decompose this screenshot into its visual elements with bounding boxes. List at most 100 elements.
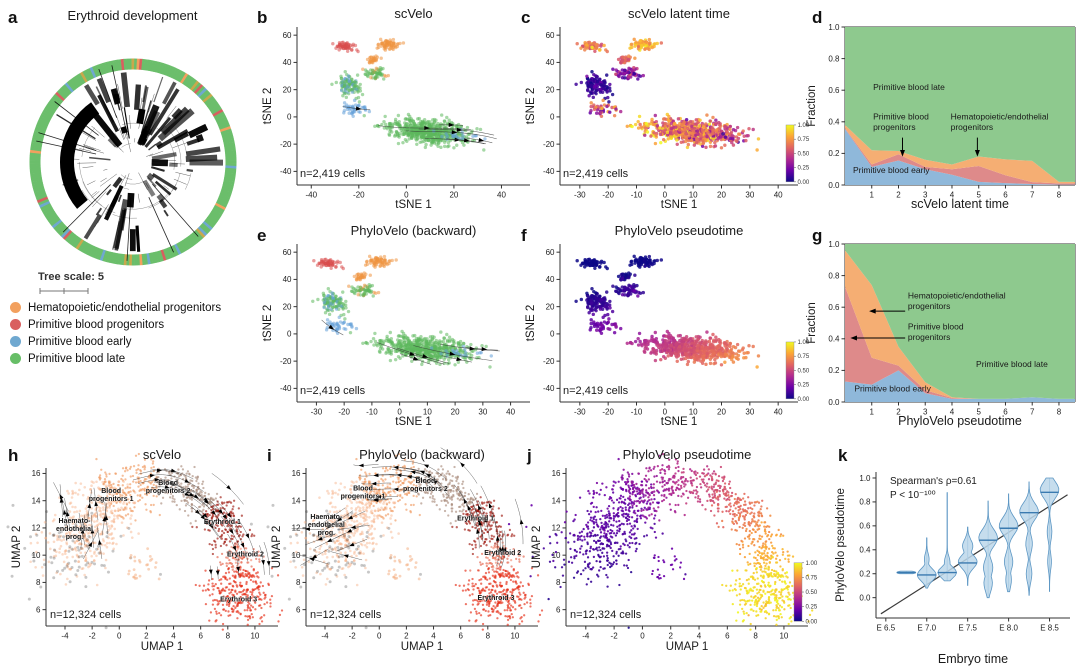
svg-text:20: 20 (283, 85, 292, 94)
svg-text:20: 20 (546, 85, 555, 94)
panel-letter-e: e (257, 226, 267, 245)
xlabel-k: Embryo time (937, 652, 1009, 666)
xlabel-h: UMAP 1 (140, 641, 184, 653)
ncells-j: n=12,324 cells (570, 609, 642, 621)
ylabel-k: PhyloVelo pseudotime (835, 488, 847, 602)
svg-text:0: 0 (287, 330, 292, 339)
svg-text:0.75: 0.75 (798, 354, 810, 360)
svg-text:0.25: 0.25 (798, 383, 810, 389)
legend-dot-early (10, 336, 21, 347)
svg-text:14: 14 (32, 496, 41, 505)
ncells-c: n=2,419 cells (563, 168, 629, 180)
svg-text:40: 40 (546, 275, 555, 284)
svg-text:60: 60 (283, 248, 292, 257)
panel-letter-g: g (812, 226, 823, 245)
svg-text:0: 0 (117, 632, 122, 641)
svg-text:0.4: 0.4 (828, 335, 840, 344)
legend-item: Primitive blood late (10, 350, 221, 367)
svg-text:Primitive blood late: Primitive blood late (873, 82, 945, 92)
svg-text:40: 40 (283, 275, 292, 284)
ylabel-b: tSNE 2 (262, 87, 274, 125)
svg-text:-40: -40 (543, 384, 555, 393)
svg-text:Primitive blood: Primitive blood (873, 111, 929, 121)
svg-text:20: 20 (546, 302, 555, 311)
svg-text:Primitive blood early: Primitive blood early (854, 384, 931, 394)
svg-text:Primitive blood late: Primitive blood late (976, 359, 1048, 369)
svg-text:8: 8 (226, 632, 231, 641)
xlabel-b: tSNE 1 (395, 199, 432, 211)
xlabel-j: UMAP 1 (665, 641, 709, 653)
svg-text:-20: -20 (543, 140, 555, 149)
svg-text:0.00: 0.00 (798, 397, 810, 403)
legend-label: Hematopoietic/endothelial progenitors (28, 301, 222, 314)
ylabel-i: UMAP 2 (271, 525, 283, 569)
tree-scale-bar (39, 288, 89, 294)
svg-text:4: 4 (171, 632, 176, 641)
svg-text:0.75: 0.75 (798, 137, 810, 143)
title-i: PhyloVelo (backward) (359, 447, 485, 462)
svg-text:0.0: 0.0 (828, 398, 840, 407)
ylabel-d: Fraction (806, 85, 818, 127)
ylabel-g: Fraction (806, 302, 818, 344)
svg-text:40: 40 (283, 58, 292, 67)
svg-text:-20: -20 (280, 357, 292, 366)
svg-text:-20: -20 (280, 140, 292, 149)
svg-text:6: 6 (36, 605, 41, 614)
title-f: PhyloVelo pseudotime (614, 223, 744, 238)
phylogenetic-tree (29, 58, 237, 266)
ylabel-f: tSNE 2 (525, 304, 537, 342)
svg-text:0.8: 0.8 (828, 54, 840, 63)
svg-text:1.0: 1.0 (828, 23, 840, 32)
svg-text:0.25: 0.25 (798, 166, 810, 172)
panel-letter-k: k (838, 446, 848, 465)
spearman-stat: Spearman's ρ=0.61 (890, 476, 977, 487)
xlabel-f: tSNE 1 (660, 416, 698, 428)
svg-text:0.50: 0.50 (798, 151, 810, 157)
title-h: scVelo (142, 447, 182, 462)
svg-text:1.0: 1.0 (828, 240, 840, 249)
panel-letter-c: c (521, 8, 531, 27)
panel-letter-h: h (8, 446, 19, 465)
ylabel-c: tSNE 2 (525, 87, 537, 125)
legend-label: Primitive blood early (28, 335, 132, 348)
xlabel-e: tSNE 1 (395, 416, 432, 428)
svg-text:0: 0 (404, 191, 409, 200)
svg-text:0.50: 0.50 (798, 368, 810, 374)
svg-text:16: 16 (32, 469, 41, 478)
svg-text:2: 2 (144, 632, 149, 641)
tree-scale-label: Tree scale: 5 (38, 271, 105, 283)
xlabel-c: tSNE 1 (660, 199, 698, 211)
svg-text:60: 60 (283, 31, 292, 40)
ylabel-j: UMAP 2 (531, 525, 543, 569)
svg-text:Primitive blood early: Primitive blood early (853, 165, 930, 175)
legend-dot-late (10, 353, 21, 364)
panel-letter-b: b (257, 8, 268, 27)
panel-c-scvelo-latent-time: -30 -20 -10 0 10 20 30 40-40-2002040601.000.750… (543, 27, 810, 200)
svg-text:progenitors: progenitors (951, 122, 994, 132)
svg-text:-40: -40 (305, 191, 317, 200)
svg-text:Hematopoietic/endothelial: Hematopoietic/endothelial (951, 111, 1049, 121)
panel-g-fraction-pseudotime: 1 2 3 4 5 6 7 80.00.20.40.60.81.0Hematopoietic/… (828, 240, 1076, 417)
svg-text:40: 40 (546, 58, 555, 67)
pvalue-stat: P < 10⁻¹⁰⁰ (890, 490, 936, 501)
ylabel-h: UMAP 2 (11, 525, 23, 569)
svg-text:-40: -40 (280, 167, 292, 176)
svg-text:-2: -2 (89, 632, 97, 641)
svg-text:0.0: 0.0 (828, 181, 840, 190)
svg-text:0.6: 0.6 (828, 86, 840, 95)
ncells-b: n=2,419 cells (300, 168, 366, 180)
svg-text:6: 6 (198, 632, 203, 641)
legend-dot-hematopoietic (10, 302, 21, 313)
ncells-h: n=12,324 cells (50, 609, 122, 621)
legend-label: Primitive blood progenitors (28, 318, 165, 331)
svg-text:10: 10 (250, 632, 259, 641)
svg-text:0.2: 0.2 (828, 366, 840, 375)
svg-text:12: 12 (32, 524, 41, 533)
svg-text:20: 20 (283, 302, 292, 311)
svg-text:0.8: 0.8 (828, 271, 840, 280)
